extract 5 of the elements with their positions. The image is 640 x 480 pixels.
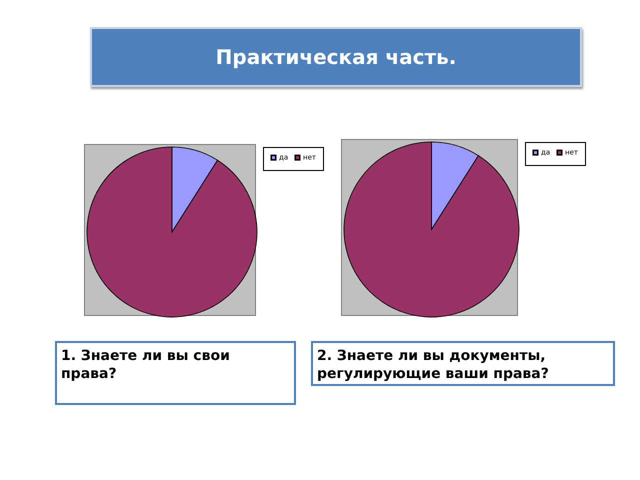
text: 1. Знаете ли вы свои права? — [55, 341, 296, 405]
pie-slice — [344, 142, 520, 318]
text: 2. Знаете ли вы документы, регулирующие ваши права? — [311, 341, 615, 386]
text: Практическая часть. — [90, 27, 582, 87]
pie-slice — [86, 146, 258, 318]
